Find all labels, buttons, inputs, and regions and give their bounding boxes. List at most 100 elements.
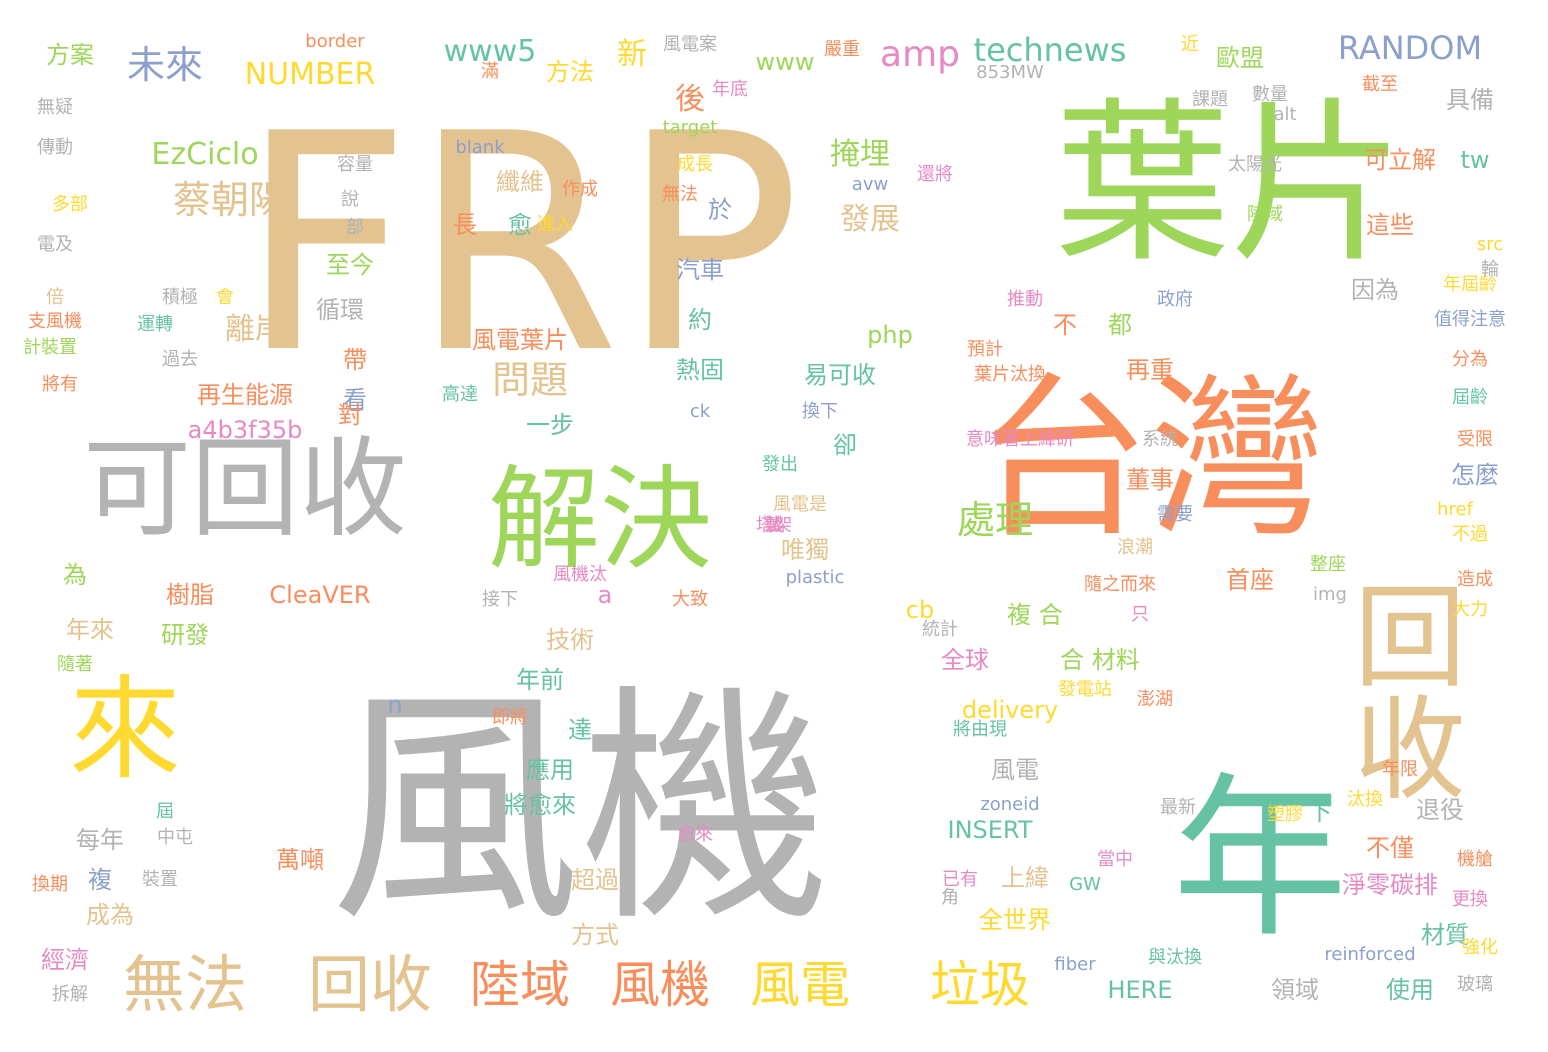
word-71: 年來 xyxy=(66,616,114,644)
word-28: 後 xyxy=(675,82,705,117)
word-188: 葉片汰換 xyxy=(974,364,1046,385)
word-105: blank xyxy=(455,137,505,158)
word-17: 問題 xyxy=(491,358,569,402)
word-151: 塑膠 xyxy=(1267,804,1303,825)
word-13: 風電 xyxy=(750,956,850,1014)
word-40: 長 xyxy=(453,211,477,239)
word-142: 受限 xyxy=(1457,429,1493,450)
word-50: 熱固 xyxy=(676,356,724,384)
word-69: 技術 xyxy=(546,626,594,654)
word-164: 接下 xyxy=(482,589,518,610)
word-112: 發出 xyxy=(762,454,798,475)
word-86: 複 xyxy=(88,866,112,894)
word-103: 853MW xyxy=(976,62,1044,83)
word-94: 經濟 xyxy=(41,946,89,974)
word-140: 值得注意 xyxy=(1434,309,1506,330)
word-126: 意味著上緯研 xyxy=(966,429,1074,450)
word-72: 全球 xyxy=(941,646,989,674)
word-24: EzCiclo xyxy=(151,137,259,172)
word-18: 未來 xyxy=(126,43,204,87)
word-171: 換期 xyxy=(32,874,68,895)
word-75: delivery xyxy=(961,696,1059,724)
word-58: 卻 xyxy=(833,431,857,459)
word-48: php xyxy=(867,321,913,349)
word-114: plastic xyxy=(785,567,845,588)
word-156: 需要 xyxy=(1157,504,1193,525)
word-44: 循環 xyxy=(316,296,364,324)
word-74: 年前 xyxy=(516,666,564,694)
word-77: 應用 xyxy=(526,756,574,784)
word-117: 最新 xyxy=(1160,797,1196,818)
word-31: 方案 xyxy=(46,41,94,69)
word-93: 方式 xyxy=(571,921,619,949)
word-55: 看 xyxy=(343,386,367,414)
word-138: 政府 xyxy=(1157,289,1193,310)
word-192: 無法 xyxy=(662,184,698,205)
word-123: src xyxy=(1476,234,1504,255)
word-108: avw xyxy=(851,174,889,195)
word-43: 至今 xyxy=(326,251,374,279)
word-96: 使用 xyxy=(1386,976,1434,1004)
word-23: www5 xyxy=(443,34,537,69)
word-39: 愈 xyxy=(508,211,532,239)
word-182: 年底 xyxy=(712,79,748,100)
word-162: 分為 xyxy=(1452,349,1488,370)
word-168: 屆 xyxy=(156,801,174,822)
word-178: 多部 xyxy=(52,194,88,215)
word-133: 年屆齡 xyxy=(1443,274,1497,295)
word-37: tw xyxy=(1460,146,1490,174)
word-166: 統計 xyxy=(922,619,958,640)
word-141: 屆齡 xyxy=(1452,387,1488,408)
word-185: 會 xyxy=(216,287,234,308)
word-179: 滿 xyxy=(481,61,499,82)
word-160: 當中 xyxy=(1097,849,1133,870)
word-120: 與汰換 xyxy=(1148,947,1202,968)
word-15: 蔡朝陽 xyxy=(172,178,288,222)
word-1: 風機 xyxy=(330,664,830,955)
word-90: 超過 xyxy=(571,866,619,894)
word-170: 裝置 xyxy=(142,869,178,890)
word-4: 年 xyxy=(1172,758,1348,962)
word-125: 浪潮 xyxy=(1117,537,1153,558)
word-139: 換下 xyxy=(802,401,838,422)
word-41: 於 xyxy=(708,196,732,224)
word-196: 角 xyxy=(941,887,959,908)
word-54: 帶 xyxy=(343,346,367,374)
word-62: 首座 xyxy=(1226,566,1274,594)
word-189: 預計 xyxy=(967,339,1003,360)
word-64: 為 xyxy=(63,561,87,589)
word-134: 數量 xyxy=(1252,84,1288,105)
word-100: n xyxy=(387,691,403,719)
word-0: FRP xyxy=(239,70,801,419)
word-20: technews xyxy=(973,31,1127,69)
word-191: 進入 xyxy=(537,214,573,235)
word-9: 無法 xyxy=(122,948,248,1021)
word-148: 更換 xyxy=(1452,889,1488,910)
word-194: 陸域 xyxy=(1247,204,1283,225)
word-115: img xyxy=(1313,584,1347,605)
word-2: 葉片 xyxy=(1055,83,1405,287)
word-38: 纖維 xyxy=(496,168,544,196)
word-181: 近 xyxy=(1181,34,1199,55)
word-173: 隨著 xyxy=(57,654,93,675)
word-143: 不過 xyxy=(1452,524,1488,545)
word-6: 解決 xyxy=(488,455,712,585)
word-163: 大致 xyxy=(672,589,708,610)
word-12: 風機 xyxy=(610,956,710,1014)
word-78: 風電 xyxy=(991,756,1039,784)
word-25: 掩埋 xyxy=(830,137,890,172)
word-83: 上緯 xyxy=(1001,864,1049,892)
word-47: 因為 xyxy=(1351,276,1399,304)
word-155: 整座 xyxy=(1310,554,1346,575)
word-190: 作成 xyxy=(562,179,598,200)
word-193: 還將 xyxy=(917,164,953,185)
word-59: 董事 xyxy=(1126,466,1174,494)
word-8: 來 xyxy=(69,665,181,795)
word-169: 中屯 xyxy=(157,827,193,848)
word-137: 推動 xyxy=(1007,289,1043,310)
word-97: 領域 xyxy=(1271,976,1319,1004)
word-198: 塔架 xyxy=(756,515,792,536)
word-183: 說 xyxy=(341,189,359,210)
word-176: 計裝置 xyxy=(23,337,77,358)
word-56: a4b3f35b xyxy=(187,416,303,444)
